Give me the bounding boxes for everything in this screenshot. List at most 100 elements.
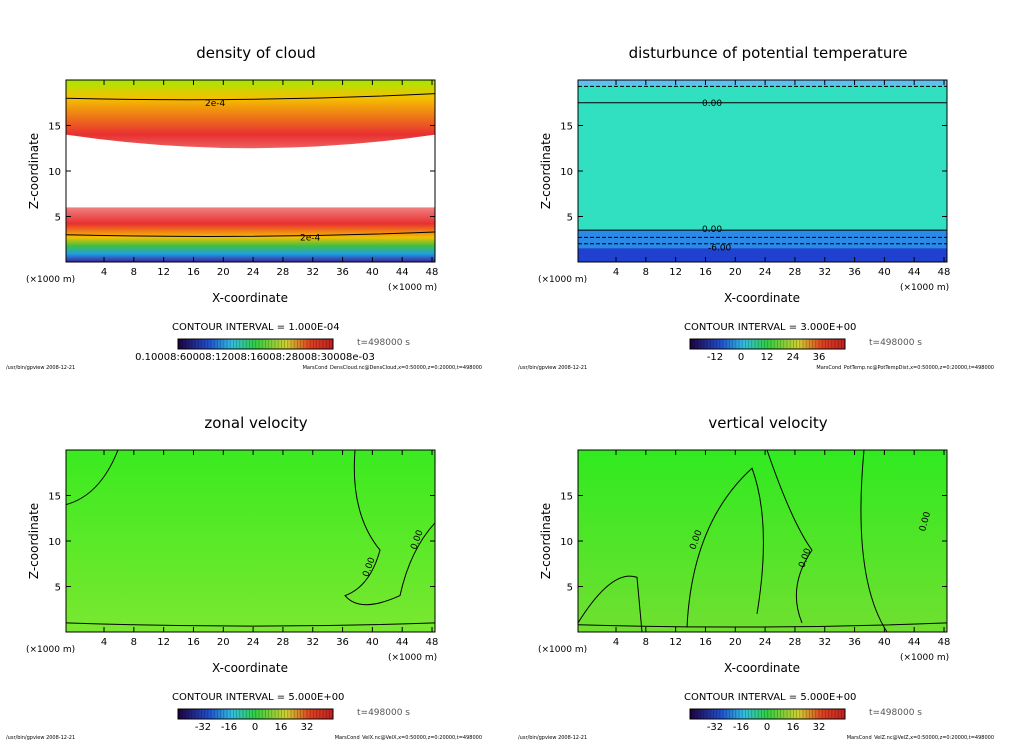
cloud-free-region — [66, 134, 435, 208]
colorbar — [689, 708, 846, 720]
colorbar-tick-label: -16 — [733, 722, 749, 733]
y-tick-label: 10 — [560, 537, 573, 548]
footer-right: MarsCond_VelX.nc@VelX,x=0:50000,z=0:2000… — [335, 735, 482, 740]
x-tick-label: 16 — [699, 637, 712, 648]
footer-right: MarsCond_VelZ.nc@VelZ,x=0:50000,z=0:2000… — [847, 735, 994, 740]
colorbar — [689, 338, 846, 350]
x-unit-label: (×1000 m) — [900, 653, 949, 663]
upper-band — [578, 80, 947, 86]
contour-interval: CONTOUR INTERVAL = 5.000E+00 — [172, 692, 344, 703]
x-tick-label: 28 — [789, 267, 802, 278]
x-tick-label: 20 — [729, 637, 742, 648]
x-tick-label: 20 — [217, 267, 230, 278]
x-tick-label: 44 — [908, 267, 921, 278]
colorbar-tick-label: -16 — [221, 722, 237, 733]
colorbar-tick-label: 16 — [275, 722, 288, 733]
footer-left: /usr/bin/gpview 2008-12-21 — [518, 365, 587, 370]
z-unit-label: (×1000 m) — [26, 645, 75, 655]
x-unit-label: (×1000 m) — [900, 283, 949, 293]
x-tick-label: 20 — [729, 267, 742, 278]
footer-left: /usr/bin/gpview 2008-12-21 — [518, 735, 587, 740]
footer-right: MarsCond_DensCloud.nc@DensCloud,x=0:5000… — [303, 365, 482, 370]
z-unit-label: (×1000 m) — [538, 645, 587, 655]
colorbar-tick-label: -32 — [195, 722, 211, 733]
time-label: t=498000 s — [869, 338, 922, 348]
x-tick-label: 24 — [759, 267, 772, 278]
y-tick-label: 5 — [55, 213, 61, 224]
z-unit-label: (×1000 m) — [538, 275, 587, 285]
contour-line — [577, 622, 948, 628]
y-axis-label: Z-coordinate — [539, 503, 553, 579]
colorbar-tick-label: 32 — [301, 722, 314, 733]
x-tick-label: 12 — [157, 637, 170, 648]
contour-label: 2e-4 — [205, 99, 226, 109]
colorbar-tick-label: 32 — [813, 722, 826, 733]
x-tick-label: 32 — [818, 637, 831, 648]
y-tick-label: 5 — [567, 213, 573, 224]
colorbar — [177, 708, 334, 720]
colorbar-tick-labels: 0.10008:60008:12008:16008:28008:30008e-0… — [135, 352, 375, 363]
x-tick-label: 24 — [247, 637, 260, 648]
panel-potential-temperature: 0.00 0.00 -6.00 4 8 12 16 20 24 28 32 36 40 44 48 5 10 15… — [512, 0, 1024, 371]
x-tick-label: 20 — [217, 637, 230, 648]
x-unit-label: (×1000 m) — [388, 653, 437, 663]
y-tick-label: 10 — [48, 167, 61, 178]
x-tick-label: 28 — [789, 637, 802, 648]
x-tick-label: 4 — [101, 267, 107, 278]
x-tick-label: 36 — [336, 637, 349, 648]
x-tick-label: 32 — [818, 267, 831, 278]
x-tick-label: 8 — [131, 637, 137, 648]
contour-line — [577, 575, 643, 633]
x-tick-label: 32 — [306, 637, 319, 648]
footer-left: /usr/bin/gpview 2008-12-21 — [6, 735, 75, 740]
contour-label: 0.00 — [702, 99, 722, 109]
x-tick-label: 24 — [759, 637, 772, 648]
footer-right: MarsCond_PotTemp.nc@PotTempDist,x=0:5000… — [816, 365, 994, 370]
y-axis-label: Z-coordinate — [27, 503, 41, 579]
x-tick-label: 16 — [187, 637, 200, 648]
x-unit-label: (×1000 m) — [388, 283, 437, 293]
x-tick-label: 8 — [643, 267, 649, 278]
x-tick-label: 40 — [878, 637, 891, 648]
x-tick-label: 8 — [643, 637, 649, 648]
x-tick-label: 40 — [366, 267, 379, 278]
contour-label: -6.00 — [708, 244, 732, 254]
plot-background — [66, 450, 435, 632]
time-label: t=498000 s — [869, 708, 922, 718]
chart-title: density of cloud — [196, 44, 316, 62]
y-tick-label: 5 — [55, 583, 61, 594]
x-tick-label: 4 — [613, 267, 619, 278]
chart-title: disturbunce of potential temperature — [629, 44, 908, 62]
time-label: t=498000 s — [357, 338, 410, 348]
colorbar-tick-label: 36 — [813, 352, 826, 363]
contour-line — [344, 449, 436, 606]
x-tick-label: 44 — [396, 267, 409, 278]
z-unit-label: (×1000 m) — [26, 275, 75, 285]
contour-label: 0.00 — [702, 225, 722, 235]
x-tick-label: 28 — [277, 267, 290, 278]
x-tick-label: 28 — [277, 637, 290, 648]
y-tick-label: 10 — [48, 537, 61, 548]
colorbar-tick-label: 0 — [738, 352, 744, 363]
chart-title: vertical velocity — [708, 414, 827, 432]
x-tick-label: 16 — [699, 267, 712, 278]
colorbar-tick-label: 12 — [761, 352, 774, 363]
colorbar-tick-label: 0 — [252, 722, 258, 733]
y-tick-label: 15 — [48, 122, 61, 133]
colorbar-tick-label: 0 — [764, 722, 770, 733]
y-tick-label: 15 — [48, 492, 61, 503]
contour-line — [65, 93, 436, 101]
x-tick-label: 44 — [396, 637, 409, 648]
x-tick-label: 48 — [426, 267, 439, 278]
colorbar-tick-label: 24 — [787, 352, 800, 363]
colorbar-tick-label: -12 — [707, 352, 723, 363]
x-tick-label: 12 — [669, 637, 682, 648]
x-tick-label: 8 — [131, 267, 137, 278]
lower-cloud-layer — [66, 207, 435, 262]
x-tick-label: 12 — [157, 267, 170, 278]
contour-interval: CONTOUR INTERVAL = 5.000E+00 — [684, 692, 856, 703]
panel-vertical-velocity: 0.00 0.00 0.00 4 8 12 16 20 24 28 32 36 40 44 48 5 10 15 v… — [512, 370, 1024, 741]
x-tick-label: 36 — [848, 637, 861, 648]
x-tick-label: 32 — [306, 267, 319, 278]
x-tick-label: 48 — [426, 637, 439, 648]
